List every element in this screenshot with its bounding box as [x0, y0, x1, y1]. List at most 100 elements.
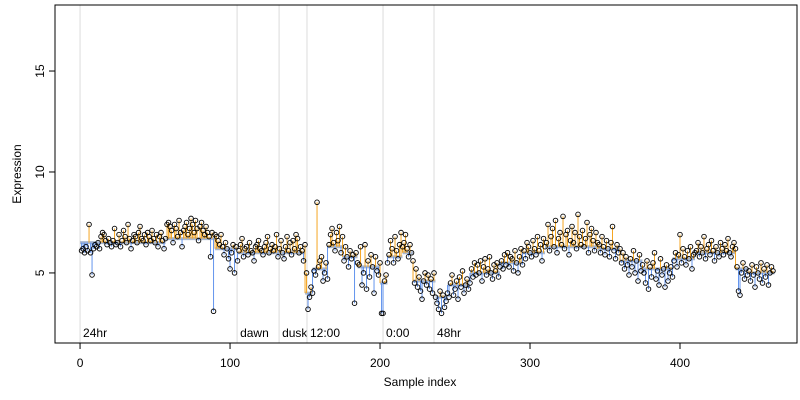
data-point: [393, 247, 400, 254]
data-point: [137, 223, 143, 230]
data-point: [671, 258, 677, 264]
data-point: [326, 241, 332, 248]
data-point: [129, 237, 136, 244]
data-point: [251, 258, 257, 264]
data-point: [372, 254, 379, 260]
data-point: [510, 268, 517, 274]
data-point: [654, 268, 661, 274]
data-point: [647, 264, 653, 270]
data-point: [95, 239, 101, 246]
data-point: [155, 243, 161, 250]
data-point: [482, 256, 488, 262]
data-point: [644, 258, 650, 264]
data-point: [117, 243, 124, 250]
data-point: [321, 270, 328, 276]
data-point: [410, 258, 416, 264]
data-point: [696, 254, 703, 260]
data-point: [312, 272, 319, 278]
data-point: [738, 270, 745, 276]
data-point: [387, 237, 394, 244]
data-point: [122, 233, 128, 240]
data-point: [642, 280, 649, 286]
data-point: [225, 256, 232, 262]
data-point: [140, 237, 146, 244]
data-point: [239, 235, 245, 242]
data-point: [125, 221, 131, 228]
data-point: [411, 280, 418, 286]
data-point: [401, 239, 407, 246]
data-point: [624, 262, 631, 268]
data-point: [678, 260, 685, 266]
data-point: [183, 219, 190, 226]
data-point: [191, 229, 197, 236]
data-point: [366, 274, 373, 280]
data-point: [597, 249, 604, 256]
data-point: [720, 252, 727, 258]
data-point: [344, 254, 350, 260]
data-point: [566, 252, 572, 258]
data-point: [446, 294, 452, 300]
data-point: [285, 247, 292, 254]
data-point: [636, 252, 643, 258]
data-point: [114, 239, 121, 246]
data-point: [764, 262, 770, 268]
data-point: [368, 252, 374, 258]
data-point: [281, 256, 287, 262]
data-point: [759, 280, 766, 286]
data-point: [152, 239, 158, 246]
data-point: [323, 260, 329, 266]
data-point: [405, 254, 412, 260]
data-point: [740, 260, 746, 266]
data-point: [467, 280, 473, 286]
data-point: [629, 264, 635, 270]
data-point: [588, 225, 595, 232]
data-point: [480, 264, 487, 270]
data-point: [143, 241, 149, 248]
data-point: [770, 268, 776, 274]
data-point: [233, 243, 239, 250]
data-point: [162, 235, 169, 242]
data-point: [618, 260, 625, 266]
data-point: [500, 266, 506, 272]
y-axis-label: Expression: [10, 144, 24, 203]
data-point: [86, 221, 92, 228]
data-point: [506, 264, 512, 270]
data-point: [521, 247, 527, 254]
data-point: [416, 274, 422, 280]
data-point: [335, 237, 341, 244]
data-point: [227, 266, 233, 272]
data-point: [315, 264, 322, 270]
data-point: [365, 258, 371, 264]
data-point: [188, 215, 194, 222]
data-point: [423, 282, 430, 288]
data-point: [554, 249, 560, 256]
data-point: [203, 223, 209, 230]
data-point: [459, 268, 466, 274]
data-point: [758, 260, 764, 266]
data-point: [581, 243, 587, 250]
data-point: [750, 272, 757, 278]
data-point: [630, 247, 637, 254]
data-point: [362, 241, 368, 248]
data-point: [363, 286, 370, 292]
data-point: [684, 247, 691, 254]
data-point: [458, 284, 464, 290]
annotation-label: 24hr: [83, 326, 107, 340]
data-point: [123, 239, 130, 246]
data-point: [591, 247, 598, 254]
x-tick-label: 100: [220, 356, 240, 370]
data-point: [228, 249, 235, 256]
data-point: [600, 243, 607, 250]
data-point: [606, 254, 613, 260]
data-point: [264, 233, 271, 240]
data-point: [698, 243, 704, 250]
data-point: [380, 310, 386, 317]
data-point: [392, 233, 398, 240]
data-point: [476, 270, 482, 276]
data-point: [279, 249, 286, 256]
data-point: [198, 219, 205, 226]
x-tick-label: 300: [520, 356, 540, 370]
data-point: [509, 256, 515, 262]
